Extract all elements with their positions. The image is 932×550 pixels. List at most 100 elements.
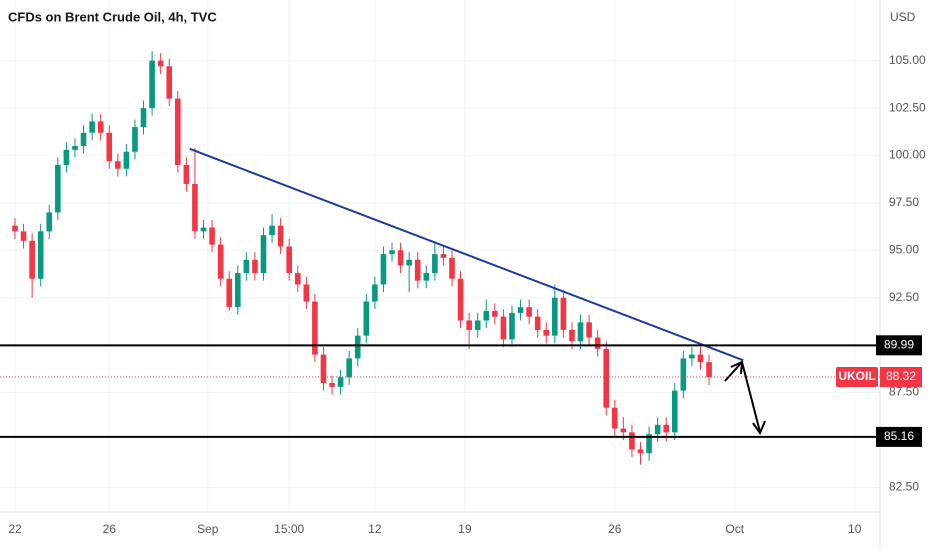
candle-body <box>97 121 104 133</box>
candle-body <box>629 432 635 450</box>
candle-body <box>423 273 430 281</box>
candle-body <box>106 132 113 162</box>
candle-body <box>209 227 215 245</box>
candle-body <box>509 312 515 340</box>
candle-body <box>29 240 35 279</box>
x-tick-label: 19 <box>458 522 472 536</box>
candle-body <box>269 225 275 236</box>
last-price-label: 88.32 <box>886 369 916 383</box>
candle-body <box>132 127 138 152</box>
candle-body <box>286 246 292 274</box>
candle-body <box>440 254 447 258</box>
candle-body <box>372 284 378 302</box>
arrow-annotation <box>724 359 766 436</box>
y-tick-label: 100.00 <box>889 148 926 162</box>
candle-body <box>397 250 404 266</box>
overlay: 89.99 85.16 UKOIL 88.32 <box>0 147 922 447</box>
candle-body <box>586 322 592 338</box>
candle-body <box>671 390 678 433</box>
candle-body <box>414 259 421 281</box>
candle-body <box>55 164 61 213</box>
x-tick-label: Sep <box>197 522 219 536</box>
candle-body <box>329 383 335 387</box>
candle-body <box>72 146 78 150</box>
candle-body <box>380 254 387 285</box>
candle-body <box>389 250 395 255</box>
x-tick-label: 12 <box>368 522 382 536</box>
candle-body <box>449 257 455 279</box>
candle-body <box>174 98 181 165</box>
grid: 82.50 87.50 92.50 95.00 97.50 100.00 102.50 105… <box>0 0 926 536</box>
candle-body <box>663 424 670 433</box>
candle-body <box>406 259 412 266</box>
arrow-head <box>752 420 766 436</box>
candle-body <box>260 235 267 274</box>
candle-body <box>63 149 70 165</box>
candle-body <box>654 424 661 435</box>
candle-body <box>620 428 627 433</box>
candle-body <box>149 60 155 109</box>
candle-body <box>337 377 344 387</box>
candle-body <box>320 354 327 384</box>
y-tick-label: 105.00 <box>889 53 926 67</box>
candle-body <box>483 310 490 321</box>
candle-body <box>680 358 687 391</box>
candle-body <box>217 244 224 279</box>
candle-body <box>200 227 207 232</box>
candle-body <box>303 284 310 302</box>
candle-body <box>346 358 352 378</box>
candle-body <box>363 301 370 336</box>
candles <box>12 51 712 465</box>
candle-body <box>457 278 464 321</box>
chart-title: CFDs on Brent Crude Oil, 4h, TVC <box>8 9 217 24</box>
level-label: 89.99 <box>884 337 914 351</box>
candle-body <box>115 161 121 169</box>
candle-body <box>234 273 241 308</box>
last-price-box <box>880 366 922 387</box>
level-label-box <box>876 335 922 356</box>
candle-body <box>517 307 524 313</box>
candle-body <box>612 407 618 429</box>
candle-body <box>577 322 584 342</box>
candle-body <box>706 362 712 377</box>
y-tick-label: 82.50 <box>889 480 919 494</box>
y-tick-label: 95.00 <box>889 242 919 256</box>
candle-body <box>354 335 361 359</box>
x-tick-label: 26 <box>608 522 622 536</box>
candle-body <box>697 354 704 363</box>
candle-body <box>560 297 567 330</box>
y-unit: USD <box>890 10 916 24</box>
trendline <box>189 147 744 362</box>
candle-body <box>89 121 95 133</box>
y-tick-label: 92.50 <box>889 290 919 304</box>
candle-body <box>466 320 472 330</box>
candle-body <box>689 354 695 359</box>
x-tick-label: 15:00 <box>274 522 304 536</box>
candle-body <box>312 301 318 355</box>
x-tick-label: 22 <box>8 522 22 536</box>
candle-body <box>552 297 558 336</box>
candle-body <box>569 329 575 342</box>
candle-body <box>294 273 301 285</box>
candle-body <box>166 66 173 99</box>
candle-body <box>12 225 18 232</box>
arrow-head <box>730 360 744 375</box>
y-tick-label: 97.50 <box>889 195 919 209</box>
level-label-box <box>876 426 922 447</box>
candle-body <box>46 212 53 232</box>
symbol-label: UKOIL <box>838 369 875 383</box>
symbol-box <box>836 366 878 387</box>
candle-body <box>432 254 438 274</box>
candle-body <box>226 278 233 308</box>
candle-body <box>637 449 644 454</box>
candle-body <box>534 316 541 330</box>
candle-body <box>526 307 532 317</box>
x-tick-label: 26 <box>103 522 117 536</box>
candle-body <box>646 434 652 454</box>
candle-body <box>157 60 164 67</box>
y-tick-label: 102.50 <box>889 100 926 114</box>
candle-body <box>543 329 550 336</box>
x-tick-label: 10 <box>848 522 862 536</box>
